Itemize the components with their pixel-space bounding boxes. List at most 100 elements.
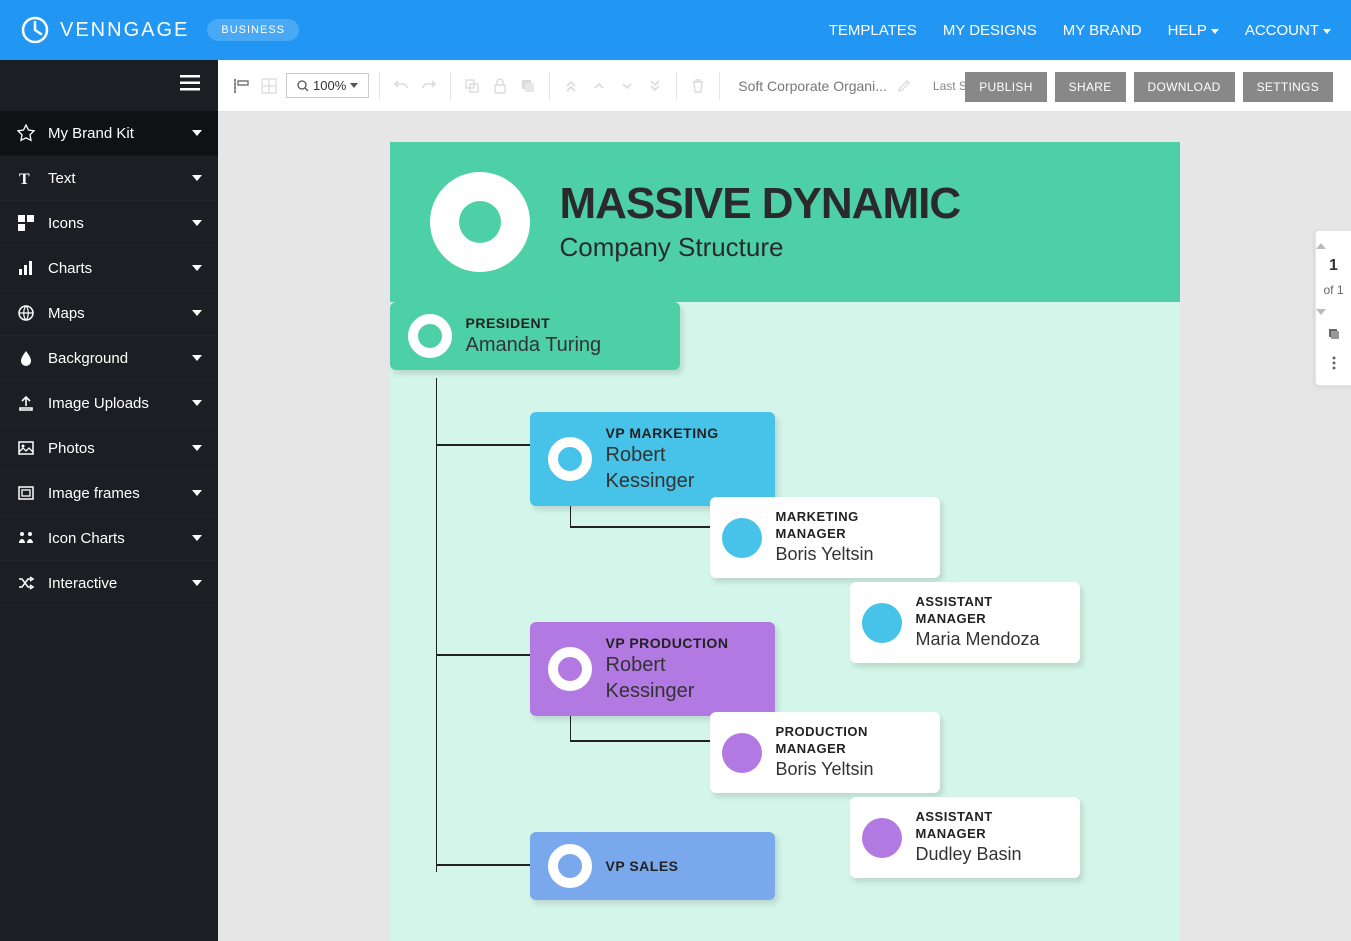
chevron-down-icon [350, 83, 358, 88]
chevron-down-icon [192, 355, 202, 361]
more-icon[interactable] [1316, 350, 1351, 379]
sidebar-item-my-brand-kit[interactable]: My Brand Kit [0, 111, 218, 156]
sidebar-item-image-uploads[interactable]: Image Uploads [0, 381, 218, 426]
undo-icon[interactable] [390, 75, 412, 97]
document-name[interactable]: Soft Corporate Organi... [738, 78, 887, 94]
publish-button[interactable]: PUBLISH [965, 72, 1046, 102]
org-chart: PRESIDENTAmanda TuringVP MARKETINGRobert… [390, 302, 1180, 422]
logo[interactable]: VENNGAGE [20, 15, 189, 45]
globe-icon [16, 303, 36, 323]
chevron-down-icon [192, 175, 202, 181]
nav-help[interactable]: HELP [1168, 22, 1219, 39]
chevron-down-icon[interactable] [616, 75, 638, 97]
node-dot [862, 818, 902, 858]
connector-line [436, 654, 530, 656]
nav-my-brand[interactable]: MY BRAND [1063, 22, 1142, 39]
text-icon: T [16, 168, 36, 188]
people-icon [16, 528, 36, 548]
sidebar-item-label: Maps [48, 305, 180, 322]
action-buttons: PUBLISH SHARE DOWNLOAD SETTINGS [965, 72, 1333, 102]
nav-templates[interactable]: TEMPLATES [829, 22, 917, 39]
node-role: ASSISTANT MANAGER [916, 809, 1062, 843]
node-dot [722, 733, 762, 773]
node-name: Robert Kessinger [606, 652, 757, 704]
node-name: Amanda Turing [466, 332, 602, 358]
share-button[interactable]: SHARE [1055, 72, 1126, 102]
plan-badge: BUSINESS [207, 19, 299, 41]
sidebar-item-label: My Brand Kit [48, 125, 180, 142]
org-node-vp-mkt[interactable]: VP MARKETINGRobert Kessinger [530, 412, 775, 506]
settings-button[interactable]: SETTINGS [1243, 72, 1333, 102]
chevron-down-icon [1211, 29, 1219, 34]
sidebar-item-label: Charts [48, 260, 180, 277]
sidebar-item-photos[interactable]: Photos [0, 426, 218, 471]
drop-icon [16, 348, 36, 368]
sidebar-item-charts[interactable]: Charts [0, 246, 218, 291]
sidebar-item-label: Icons [48, 215, 180, 232]
ruler-icon[interactable] [230, 75, 252, 97]
chevron-down-icon [1323, 29, 1331, 34]
logo-text: VENNGAGE [60, 19, 189, 42]
sidebar-item-background[interactable]: Background [0, 336, 218, 381]
chevron-up-icon[interactable] [588, 75, 610, 97]
node-name: Robert Kessinger [606, 442, 757, 494]
page-down-button[interactable] [1316, 303, 1351, 321]
connector-line [570, 526, 710, 528]
org-node-mkt-mgr[interactable]: MARKETING MANAGERBoris Yeltsin [710, 497, 940, 578]
left-sidebar: My Brand Kit TText Icons Charts Maps Backgrou… [0, 60, 218, 941]
zoom-value: 100% [313, 78, 346, 93]
lock-icon[interactable] [489, 75, 511, 97]
org-node-vp-prod[interactable]: VP PRODUCTIONRobert Kessinger [530, 622, 775, 716]
trash-icon[interactable] [687, 75, 709, 97]
sidebar-item-label: Icon Charts [48, 530, 180, 547]
group-icon[interactable] [461, 75, 483, 97]
sidebar-item-image-frames[interactable]: Image frames [0, 471, 218, 516]
canvas-viewport[interactable]: MASSIVE DYNAMIC Company Structure PRESID… [218, 112, 1351, 941]
separator [719, 72, 720, 100]
top-nav: TEMPLATES MY DESIGNS MY BRAND HELP ACCOUNT [829, 22, 1331, 39]
nav-account[interactable]: ACCOUNT [1245, 22, 1331, 39]
sidebar-item-icons[interactable]: Icons [0, 201, 218, 246]
org-node-asst-mgr-1[interactable]: ASSISTANT MANAGERMaria Mendoza [850, 582, 1080, 663]
canvas-subtitle[interactable]: Company Structure [560, 232, 961, 263]
page-total: of 1 [1316, 277, 1351, 303]
sidebar-item-label: Image Uploads [48, 395, 180, 412]
workspace: 100% Soft Corporate Organi... Last Saved… [218, 60, 1351, 941]
node-ring [548, 844, 592, 888]
page-navigator: 1 of 1 [1315, 230, 1351, 386]
org-node-vp-sales[interactable]: VP SALES [530, 832, 775, 900]
edit-icon[interactable] [893, 75, 915, 97]
redo-icon[interactable] [418, 75, 440, 97]
sidebar-item-icon-charts[interactable]: Icon Charts [0, 516, 218, 561]
zoom-select[interactable]: 100% [286, 73, 369, 98]
copy-page-icon[interactable] [1316, 321, 1351, 350]
double-chevron-up-icon[interactable] [560, 75, 582, 97]
node-ring [548, 647, 592, 691]
sidebar-item-interactive[interactable]: Interactive [0, 561, 218, 606]
hamburger-icon[interactable] [0, 60, 218, 111]
connector-line [436, 378, 438, 872]
node-role: MARKETING MANAGER [776, 509, 922, 543]
grid-icon[interactable] [258, 75, 280, 97]
org-node-president[interactable]: PRESIDENTAmanda Turing [390, 302, 680, 370]
org-node-prod-mgr[interactable]: PRODUCTION MANAGERBoris Yeltsin [710, 712, 940, 793]
canvas-title[interactable]: MASSIVE DYNAMIC [560, 182, 961, 226]
sidebar-item-maps[interactable]: Maps [0, 291, 218, 336]
page-up-button[interactable] [1316, 237, 1351, 255]
chevron-down-icon [192, 220, 202, 226]
nav-my-designs[interactable]: MY DESIGNS [943, 22, 1037, 39]
copy-icon[interactable] [517, 75, 539, 97]
download-button[interactable]: DOWNLOAD [1134, 72, 1235, 102]
node-name: Dudley Basin [916, 843, 1062, 866]
image-icon [16, 438, 36, 458]
node-name: Boris Yeltsin [776, 758, 922, 781]
double-chevron-down-icon[interactable] [644, 75, 666, 97]
sidebar-item-label: Interactive [48, 575, 180, 592]
node-dot [722, 518, 762, 558]
canvas-header[interactable]: MASSIVE DYNAMIC Company Structure [390, 142, 1180, 302]
node-role: PRESIDENT [466, 314, 602, 332]
sidebar-item-text[interactable]: TText [0, 156, 218, 201]
sidebar-item-label: Image frames [48, 485, 180, 502]
design-canvas[interactable]: MASSIVE DYNAMIC Company Structure PRESID… [390, 142, 1180, 941]
org-node-asst-mgr-2[interactable]: ASSISTANT MANAGERDudley Basin [850, 797, 1080, 878]
